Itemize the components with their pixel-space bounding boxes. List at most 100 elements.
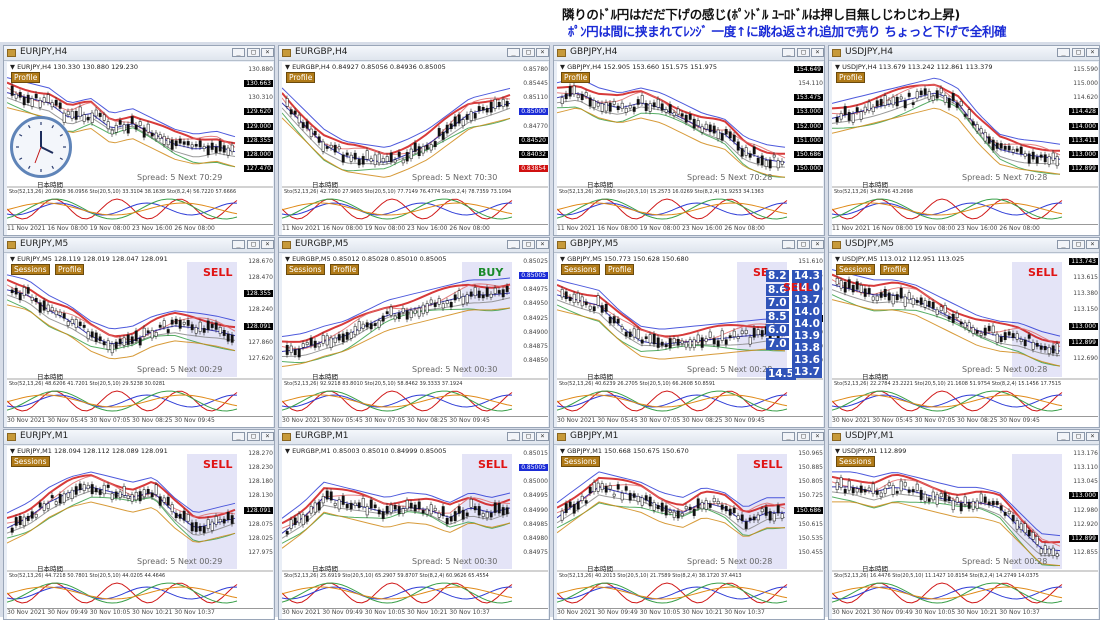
price-chart-area[interactable]: ▼ GBPJPY,M1 150.668 150.675 150.670 Sessi…	[557, 446, 823, 619]
candle	[712, 338, 716, 345]
minimize-button[interactable]: _	[232, 432, 245, 441]
minimize-button[interactable]: _	[507, 432, 520, 441]
profile-badge[interactable]: Profile	[286, 72, 316, 83]
profile-badge[interactable]: Profile	[11, 72, 41, 83]
candle	[971, 121, 975, 126]
maximize-button[interactable]: □	[1072, 240, 1085, 249]
price-chart-area[interactable]: ▼ EURJPY,M5 128.119 128.019 128.047 128.…	[7, 254, 273, 427]
maximize-button[interactable]: □	[522, 432, 535, 441]
maximize-button[interactable]: □	[797, 240, 810, 249]
close-button[interactable]: ×	[536, 48, 549, 57]
window-titlebar[interactable]: EURGBP,M1 _ □ ×	[279, 430, 549, 445]
window-titlebar[interactable]: EURJPY,H4 _ □ ×	[4, 46, 274, 61]
close-button[interactable]: ×	[1086, 48, 1099, 57]
sessions-badge[interactable]: Sessions	[836, 264, 875, 275]
chart-window-eurgbp-h4[interactable]: EURGBP,H4 _ □ × ▼ EURGBP,H4 0.84927 0.85056 …	[278, 45, 550, 236]
window-title: USDJPY,H4	[845, 47, 893, 57]
price-chart-area[interactable]: ▼ EURGBP,M5 0.85012 0.85028 0.85010 0.85…	[282, 254, 548, 427]
minimize-button[interactable]: _	[782, 240, 795, 249]
sessions-badge[interactable]: Sessions	[11, 456, 50, 467]
price-chart-area[interactable]: ▼ USDJPY,M1 112.899 Sessions Spread: 5 Nex…	[832, 446, 1098, 619]
price-chart-area[interactable]: ▼ USDJPY,H4 113.679 113.242 112.861 113.…	[832, 62, 1098, 235]
maximize-button[interactable]: □	[1072, 432, 1085, 441]
price-chart-area[interactable]: ▼ EURGBP,H4 0.84927 0.85056 0.84936 0.85…	[282, 62, 548, 235]
profile-badge[interactable]: Profile	[55, 264, 85, 275]
minimize-button[interactable]: _	[782, 432, 795, 441]
profile-badge[interactable]: Profile	[330, 264, 360, 275]
price-chart-area[interactable]: ▼ GBPJPY,H4 152.905 153.660 151.575 151.…	[557, 62, 823, 235]
close-button[interactable]: ×	[1086, 240, 1099, 249]
maximize-button[interactable]: □	[797, 432, 810, 441]
candle	[927, 91, 931, 100]
close-button[interactable]: ×	[811, 48, 824, 57]
maximize-button[interactable]: □	[247, 240, 260, 249]
chart-window-gbpjpy-h4[interactable]: GBPJPY,H4 _ □ × ▼ GBPJPY,H4 152.905 153.660 …	[553, 45, 825, 236]
candle	[676, 108, 680, 115]
price-axis-label: 130.310	[248, 94, 273, 102]
candle	[624, 486, 628, 491]
window-titlebar[interactable]: USDJPY,M5 _ □ ×	[829, 238, 1099, 253]
window-titlebar[interactable]: GBPJPY,M1 _ □ ×	[554, 430, 824, 445]
candle	[134, 124, 138, 130]
window-titlebar[interactable]: USDJPY,M1 _ □ ×	[829, 430, 1099, 445]
candle	[676, 510, 680, 519]
close-button[interactable]: ×	[1086, 432, 1099, 441]
candle	[644, 495, 648, 501]
maximize-button[interactable]: □	[1072, 48, 1085, 57]
window-titlebar[interactable]: EURGBP,H4 _ □ ×	[279, 46, 549, 61]
profile-badge[interactable]: Profile	[561, 72, 591, 83]
minimize-button[interactable]: _	[1057, 240, 1070, 249]
sessions-badge[interactable]: Sessions	[11, 264, 50, 275]
minimize-button[interactable]: _	[232, 240, 245, 249]
close-button[interactable]: ×	[261, 240, 274, 249]
minimize-button[interactable]: _	[782, 48, 795, 57]
chart-window-eurjpy-m1[interactable]: EURJPY,M1 _ □ × ▼ EURJPY,M1 128.094 128.112 …	[3, 429, 275, 620]
price-chart-area[interactable]: ▼ USDJPY,M5 113.012 112.951 113.025 Sessi…	[832, 254, 1098, 427]
candle	[664, 109, 668, 113]
window-titlebar[interactable]: EURJPY,M1 _ □ ×	[4, 430, 274, 445]
chart-window-usdjpy-m5[interactable]: USDJPY,M5 _ □ × ▼ USDJPY,M5 113.012 112.951 …	[828, 237, 1100, 428]
candle	[983, 132, 987, 142]
minimize-button[interactable]: _	[1057, 432, 1070, 441]
close-button[interactable]: ×	[811, 240, 824, 249]
minimize-button[interactable]: _	[507, 48, 520, 57]
candle	[740, 330, 744, 334]
maximize-button[interactable]: □	[522, 240, 535, 249]
chart-window-eurjpy-m5[interactable]: EURJPY,M5 _ □ × ▼ EURJPY,M5 128.119 128.019 …	[3, 237, 275, 428]
price-chart-area[interactable]: ▼ EURGBP,M1 0.85003 0.85010 0.84999 0.85…	[282, 446, 548, 619]
profile-badge[interactable]: Profile	[836, 72, 866, 83]
oscillator-line	[557, 198, 788, 220]
chart-window-gbpjpy-m1[interactable]: GBPJPY,M1 _ □ × ▼ GBPJPY,M1 150.668 150.675 …	[553, 429, 825, 620]
minimize-button[interactable]: _	[232, 48, 245, 57]
maximize-button[interactable]: □	[247, 432, 260, 441]
price-axis-label: 113.743	[1069, 258, 1098, 265]
sessions-badge[interactable]: Sessions	[836, 456, 875, 467]
maximize-button[interactable]: □	[247, 48, 260, 57]
close-button[interactable]: ×	[811, 432, 824, 441]
window-titlebar[interactable]: GBPJPY,M5 _ □ ×	[554, 238, 824, 253]
maximize-button[interactable]: □	[522, 48, 535, 57]
close-button[interactable]: ×	[261, 48, 274, 57]
price-chart-area[interactable]: ▼ EURJPY,H4 130.330 130.880 129.230 Profi…	[7, 62, 273, 235]
sessions-badge[interactable]: Sessions	[286, 264, 325, 275]
chart-window-usdjpy-m1[interactable]: USDJPY,M1 _ □ × ▼ USDJPY,M1 112.899 Sessions S…	[828, 429, 1100, 620]
sessions-badge[interactable]: Sessions	[561, 456, 600, 467]
window-titlebar[interactable]: USDJPY,H4 _ □ ×	[829, 46, 1099, 61]
window-titlebar[interactable]: EURGBP,M5 _ □ ×	[279, 238, 549, 253]
indicator-line	[832, 471, 1061, 537]
minimize-button[interactable]: _	[1057, 48, 1070, 57]
chart-window-eurgbp-m1[interactable]: EURGBP,M1 _ □ × ▼ EURGBP,M1 0.85003 0.85010 …	[278, 429, 550, 620]
maximize-button[interactable]: □	[797, 48, 810, 57]
profile-badge[interactable]: Profile	[880, 264, 910, 275]
chart-window-usdjpy-h4[interactable]: USDJPY,H4 _ □ × ▼ USDJPY,H4 113.679 113.242 …	[828, 45, 1100, 236]
window-titlebar[interactable]: GBPJPY,H4 _ □ ×	[554, 46, 824, 61]
minimize-button[interactable]: _	[507, 240, 520, 249]
close-button[interactable]: ×	[261, 432, 274, 441]
price-chart-area[interactable]: ▼ EURJPY,M1 128.094 128.112 128.089 128.…	[7, 446, 273, 619]
close-button[interactable]: ×	[536, 432, 549, 441]
profile-badge[interactable]: Profile	[605, 264, 635, 275]
sessions-badge[interactable]: Sessions	[561, 264, 600, 275]
window-titlebar[interactable]: EURJPY,M5 _ □ ×	[4, 238, 274, 253]
close-button[interactable]: ×	[536, 240, 549, 249]
chart-window-eurgbp-m5[interactable]: EURGBP,M5 _ □ × ▼ EURGBP,M5 0.85012 0.85028 …	[278, 237, 550, 428]
